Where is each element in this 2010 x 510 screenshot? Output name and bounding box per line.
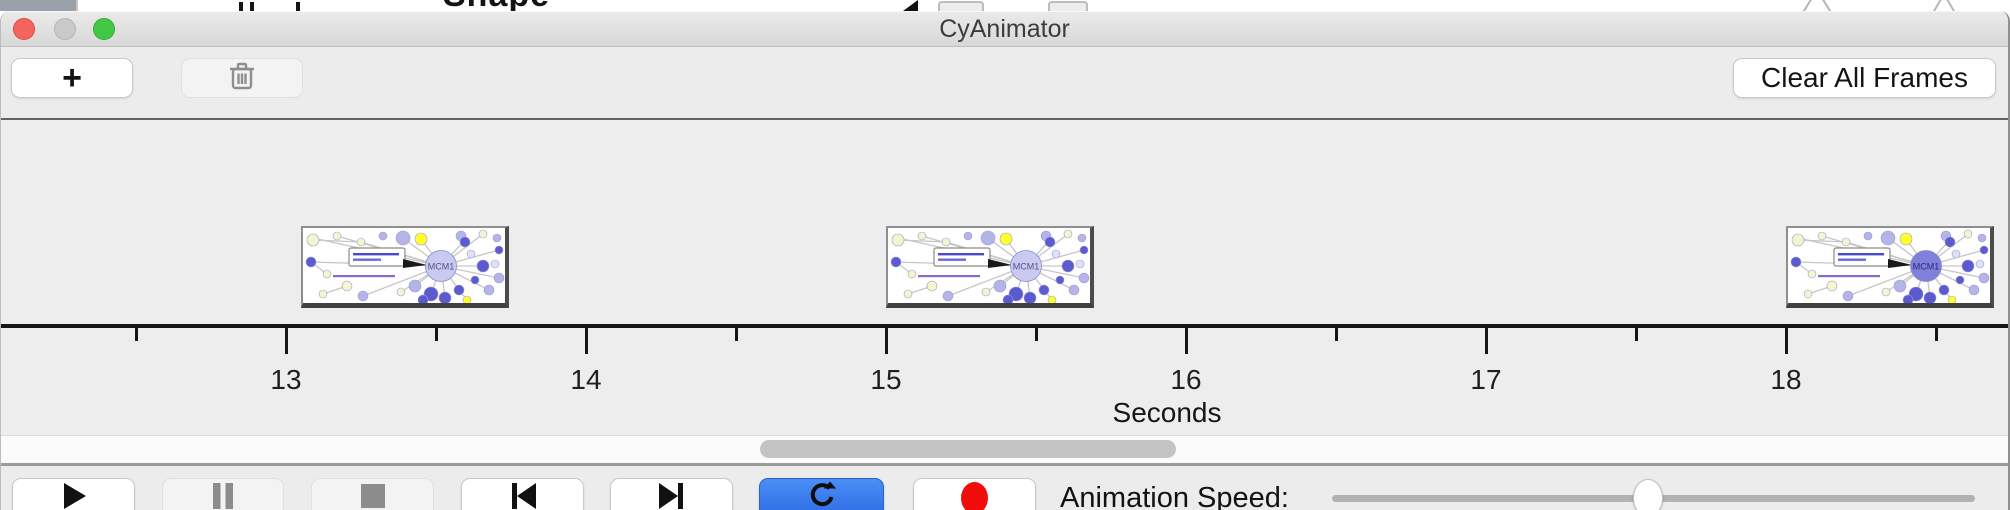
background-glyph <box>250 2 254 11</box>
toolbar-divider <box>1 118 2008 120</box>
skip-start-icon <box>510 482 536 510</box>
scrollbar-divider <box>1 463 2008 466</box>
tick-label: 13 <box>270 364 302 395</box>
major-tick <box>1185 328 1188 354</box>
frame-thumbnail[interactable]: MCM1 <box>301 226 509 308</box>
background-panel-fragment <box>0 0 78 11</box>
background-shape-label: Shape <box>443 0 550 15</box>
minor-tick <box>435 328 438 341</box>
minor-tick <box>1935 328 1938 341</box>
minor-tick <box>1635 328 1638 341</box>
pause-icon <box>211 482 235 510</box>
frame-thumbnail[interactable]: MCM1 <box>886 226 1094 308</box>
skip-end-icon <box>658 482 685 510</box>
tick-label: 15 <box>870 364 902 395</box>
animation-speed-slider-thumb[interactable] <box>1633 479 1663 510</box>
minor-tick <box>1335 328 1338 341</box>
pause-button[interactable] <box>162 478 284 510</box>
tick-label: 14 <box>570 364 602 395</box>
time-axis-line <box>1 324 2008 328</box>
play-icon <box>61 482 87 510</box>
cyanimator-window: CyAnimator + <box>0 11 2010 510</box>
timeline-panel[interactable]: MCM1 MCM1 MCM1 12 13 14 15 16 17 18 Seconds <box>1 120 2008 510</box>
clear-all-frames-button[interactable]: Clear All Frames <box>1733 58 1996 98</box>
loop-icon <box>807 481 837 510</box>
add-frame-button[interactable]: + <box>11 58 133 98</box>
plus-icon: + <box>62 58 82 97</box>
frame-toolbar: + Clear <box>1 48 2008 118</box>
frame-thumbnail[interactable]: MCM1 <box>1786 226 1994 308</box>
background-app-strip: Shape <box>0 0 2010 14</box>
close-window-button[interactable] <box>13 18 35 40</box>
zoom-window-button[interactable] <box>93 18 115 40</box>
major-tick <box>585 328 588 354</box>
major-tick <box>1785 328 1788 354</box>
tick-label: 12 <box>1 364 26 396</box>
record-icon <box>961 482 988 510</box>
stop-icon <box>360 483 385 510</box>
tick-label: 16 <box>1170 364 1202 395</box>
titlebar[interactable]: CyAnimator <box>1 11 2008 47</box>
delete-frame-button[interactable] <box>181 58 303 98</box>
timeline-scrollbar-thumb[interactable] <box>760 440 1176 458</box>
background-glyph <box>296 2 300 11</box>
play-button[interactable] <box>12 478 135 510</box>
major-tick <box>885 328 888 354</box>
record-button[interactable] <box>913 478 1036 510</box>
transport-bar: Animation Speed: <box>1 466 2008 510</box>
background-glyph <box>239 2 243 11</box>
tick-label: 17 <box>1470 364 1502 395</box>
background-wedge-glyph <box>903 0 918 11</box>
network-thumbnail-graphic: MCM1 <box>890 229 1090 306</box>
animation-speed-label: Animation Speed: <box>1060 482 1289 510</box>
clear-all-frames-label: Clear All Frames <box>1761 62 1968 93</box>
network-thumbnail-graphic: MCM1 <box>1790 229 1990 306</box>
timeline-scrollbar-track[interactable] <box>1 435 2008 463</box>
loop-button[interactable] <box>759 478 884 510</box>
axis-unit-label: Seconds <box>1112 397 1222 428</box>
network-thumbnail-graphic: MCM1 <box>305 229 505 306</box>
minor-tick <box>735 328 738 341</box>
minor-tick <box>1035 328 1038 341</box>
background-tab-fragment <box>938 1 984 11</box>
minimize-window-button[interactable] <box>54 18 76 40</box>
skip-to-start-button[interactable] <box>461 478 584 510</box>
skip-to-end-button[interactable] <box>610 478 733 510</box>
hub-node-label: MCM1 <box>428 262 455 272</box>
background-tab-fragment <box>1048 1 1088 11</box>
major-tick <box>285 328 288 354</box>
hub-node-label: MCM1 <box>1013 262 1040 272</box>
hub-node-label: MCM1 <box>1913 262 1940 272</box>
tick-label: 18 <box>1770 364 1802 395</box>
minor-tick <box>135 328 138 341</box>
trash-icon <box>228 61 256 96</box>
major-tick <box>1485 328 1488 354</box>
stop-button[interactable] <box>311 478 434 510</box>
window-title: CyAnimator <box>939 15 1070 43</box>
